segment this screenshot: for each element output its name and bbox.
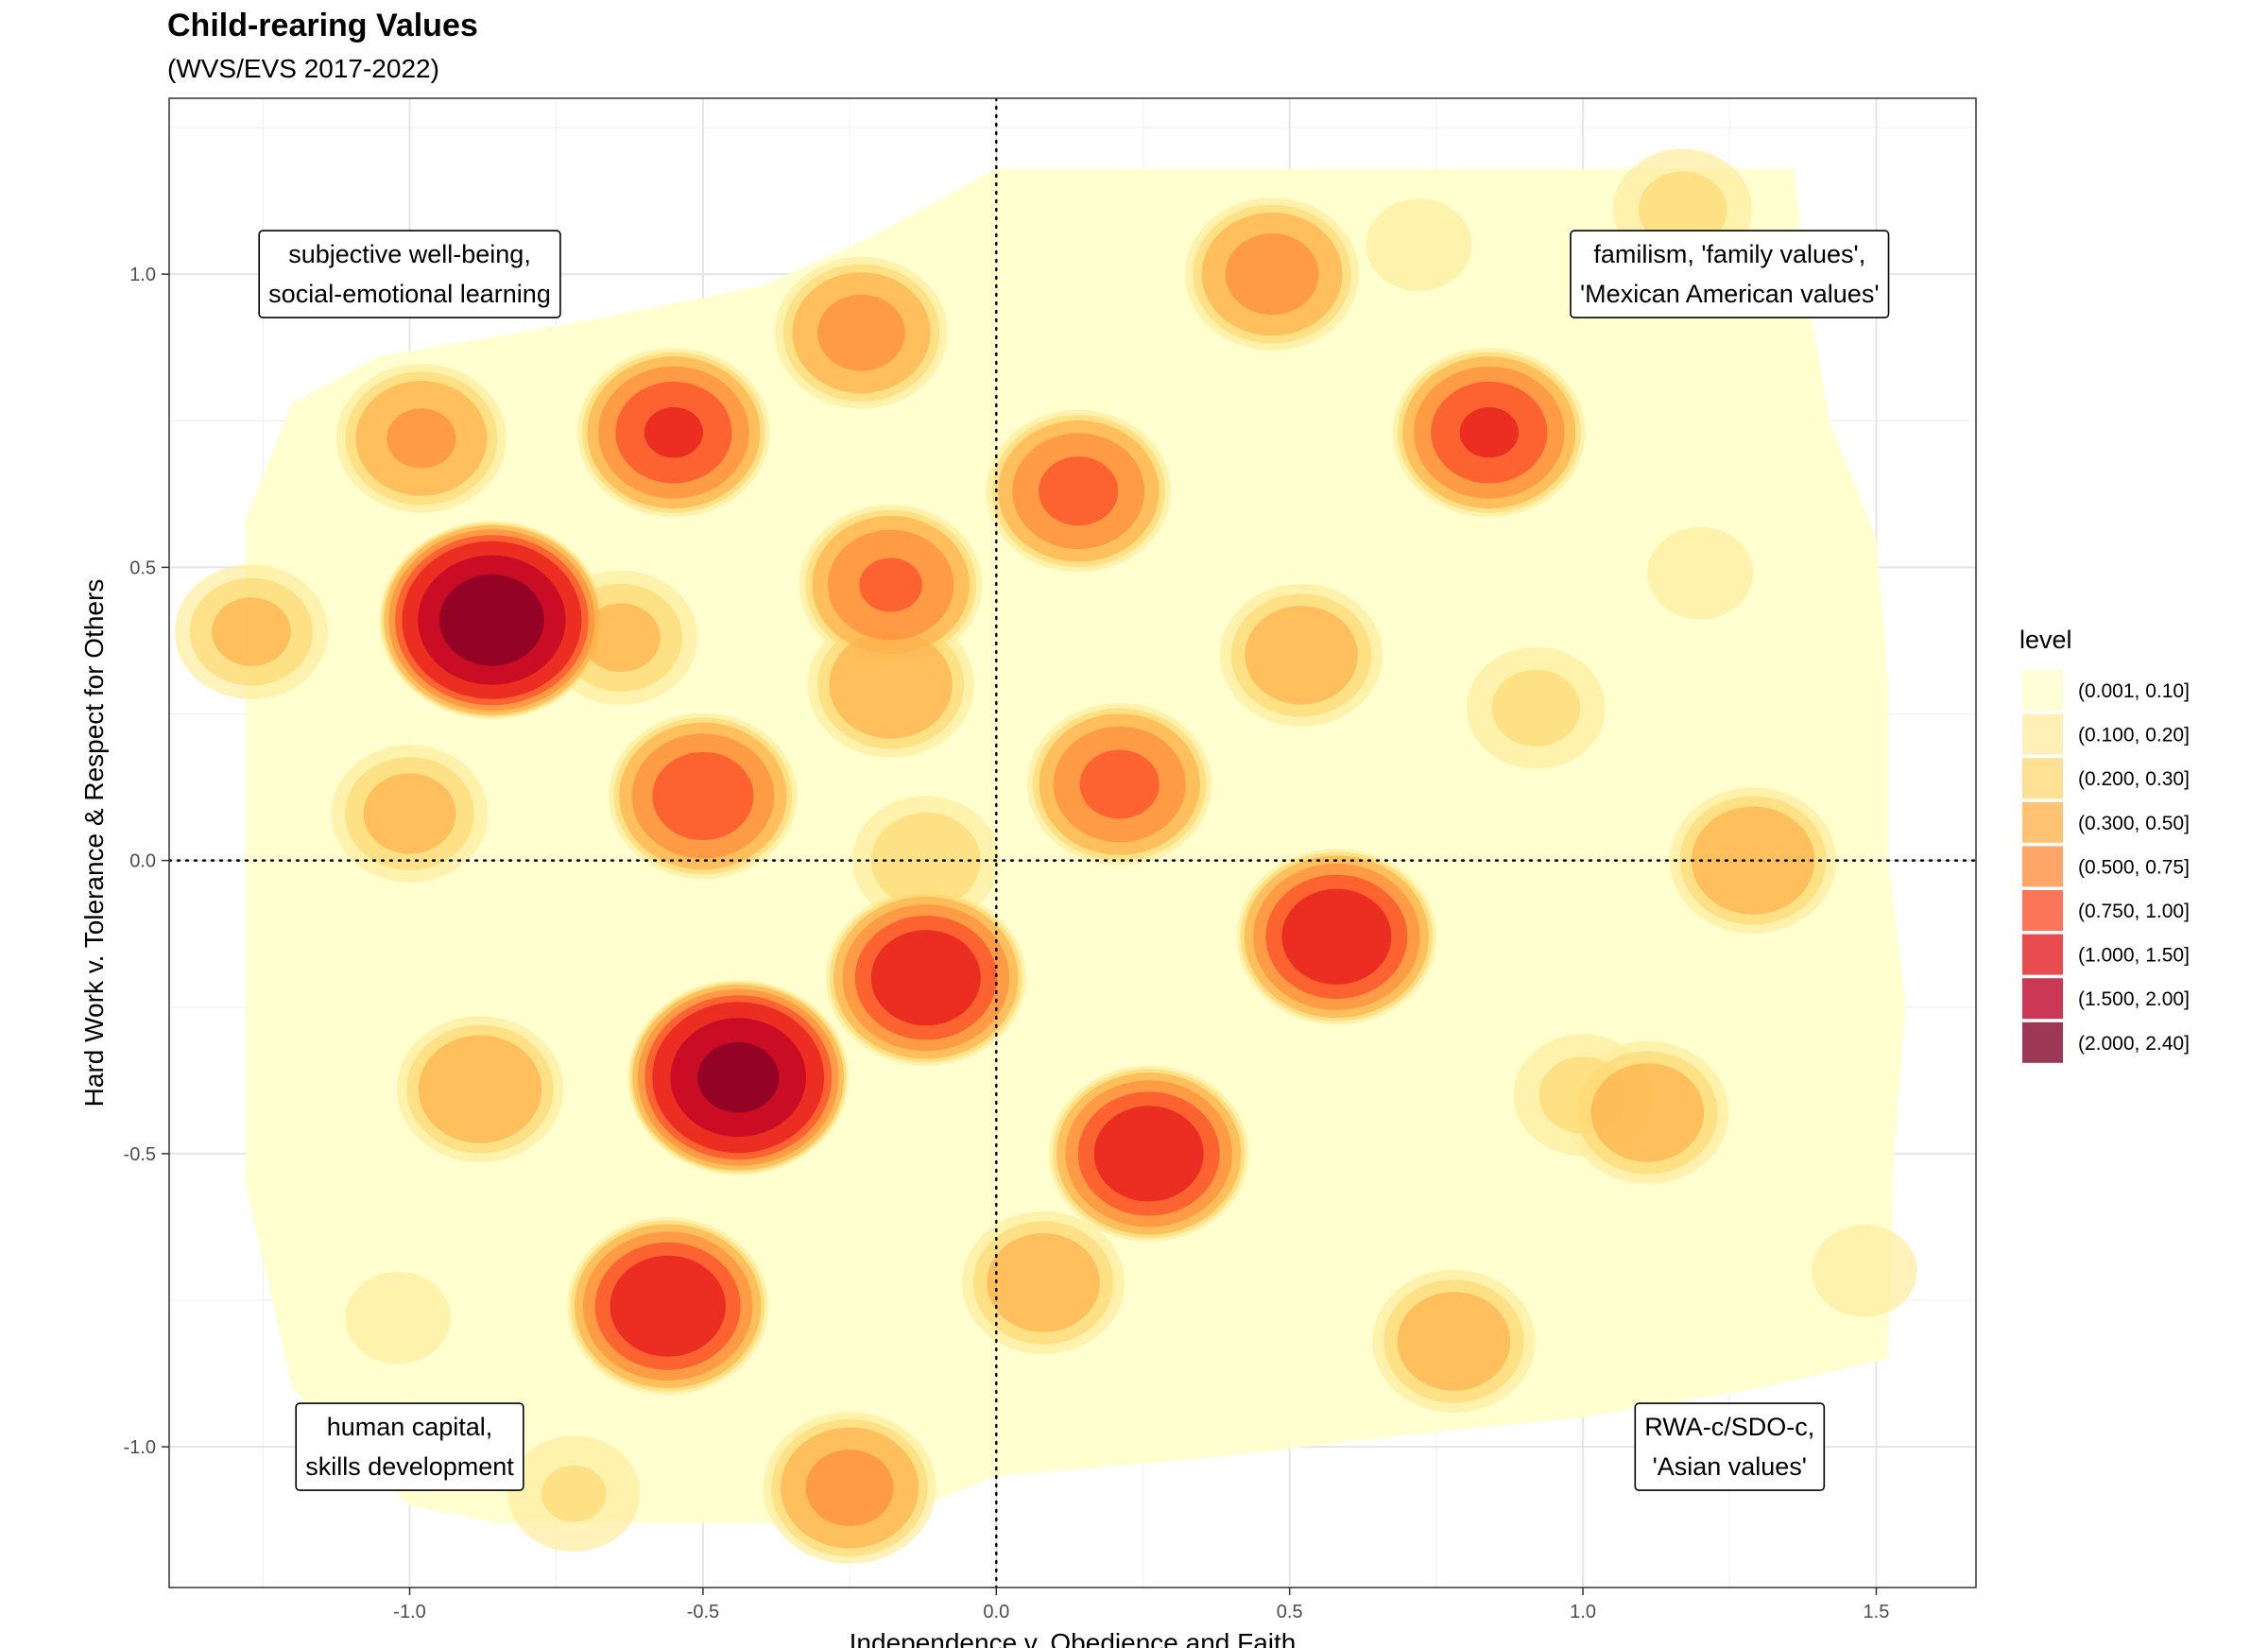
legend-swatch <box>2022 801 2063 843</box>
contour-band <box>1245 606 1358 705</box>
x-tick-label: 1.5 <box>1864 1602 1890 1622</box>
density-contours <box>174 148 1917 1564</box>
legend-swatch <box>2022 978 2063 1020</box>
contour-band <box>1590 1063 1705 1162</box>
x-tick-label: 0.5 <box>1277 1602 1303 1622</box>
contour-band <box>1397 1292 1511 1391</box>
legend-swatch <box>2022 890 2063 931</box>
contour-band <box>1093 1106 1204 1202</box>
legend-swatch <box>2022 1021 2063 1063</box>
contour-band <box>1491 669 1581 747</box>
y-axis: -1.0 -0.5 0.0 0.5 1.0 <box>124 265 169 1458</box>
contour-band <box>1079 749 1160 819</box>
x-tick-label: -1.0 <box>393 1602 425 1622</box>
chart-subtitle: (WVS/EVS 2017-2022) <box>167 54 439 83</box>
annotation-box <box>258 230 561 318</box>
annotation-text: 'Asian values' <box>1653 1452 1807 1481</box>
y-axis-title: Hard Work v. Tolerance & Respect for Oth… <box>79 579 109 1107</box>
annotation-text: familism, 'family values', <box>1593 240 1865 268</box>
annotation-box <box>295 1402 524 1491</box>
x-axis-title: Independence v. Obedience and Faith <box>850 1628 1297 1648</box>
annotation-text: social-emotional learning <box>268 280 551 308</box>
contour-band <box>1638 171 1727 249</box>
y-tick-label: -0.5 <box>124 1144 156 1165</box>
contour-band <box>805 1450 894 1526</box>
contour-band <box>439 574 544 666</box>
legend-swatch <box>2022 713 2063 755</box>
reference-lines <box>169 98 1976 1588</box>
contour-band <box>870 930 981 1026</box>
contour-band <box>644 407 704 458</box>
contour-band <box>697 1041 780 1113</box>
legend-swatch <box>2022 846 2063 887</box>
contour-band <box>1281 888 1392 985</box>
contour-band <box>1459 407 1519 458</box>
contour-band <box>418 1035 542 1143</box>
contour-band <box>1366 198 1472 291</box>
y-tick-label: -1.0 <box>124 1437 156 1458</box>
legend-label: (1.000, 1.50] <box>2078 945 2190 967</box>
legend-label: (0.100, 0.20] <box>2078 725 2190 747</box>
legend-title: level <box>2019 626 2072 654</box>
contour-band <box>212 597 291 666</box>
annotation-box <box>1570 230 1890 318</box>
x-tick-label: 1.0 <box>1570 1602 1596 1622</box>
annotation-label: RWA-c/SDO-c, 'Asian values' <box>1634 1402 1826 1491</box>
contour-band <box>1647 526 1754 620</box>
contour-band <box>541 1465 607 1522</box>
x-tick-label: -0.5 <box>687 1602 719 1622</box>
quadrant-annotations: subjective well-being, social-emotional l… <box>258 230 1890 1491</box>
legend-label: (0.001, 0.10] <box>2078 680 2190 702</box>
contour-band <box>387 408 456 469</box>
chart-title: Child-rearing Values <box>167 8 478 43</box>
legend: (0.001, 0.10] (0.100, 0.20] (0.200, 0.30] (… <box>2022 670 2190 1063</box>
annotation-text: 'Mexican American values' <box>1580 280 1879 308</box>
annotation-text: RWA-c/SDO-c, <box>1644 1413 1814 1441</box>
y-tick-label: 0.0 <box>129 851 156 872</box>
legend-label: (0.200, 0.30] <box>2078 768 2190 790</box>
annotation-text: subjective well-being, <box>288 240 531 268</box>
legend-label: (1.500, 2.00] <box>2078 988 2190 1010</box>
legend-label: (0.750, 1.00] <box>2078 901 2190 922</box>
contour-band <box>345 1271 451 1365</box>
contour-band <box>652 751 754 841</box>
legend-label: (0.300, 0.50] <box>2078 813 2190 834</box>
contour-band <box>610 1255 726 1357</box>
contour-band <box>363 773 456 854</box>
contour-band <box>1039 456 1119 526</box>
contour-band <box>829 630 953 739</box>
y-tick-label: 1.0 <box>129 265 156 285</box>
y-tick-label: 0.5 <box>129 558 156 578</box>
contour-band <box>859 558 922 612</box>
legend-swatch <box>2022 670 2063 711</box>
legend-label: (2.000, 2.40] <box>2078 1033 2190 1055</box>
plot-panel-border <box>168 97 1977 1588</box>
contour-band <box>581 603 661 673</box>
legend-label: (0.500, 0.75] <box>2078 856 2190 878</box>
contour-band <box>1812 1225 1917 1317</box>
contour-band <box>817 294 905 371</box>
annotation-text: skills development <box>305 1452 514 1481</box>
annotation-box <box>1634 1402 1826 1491</box>
legend-swatch <box>2022 758 2063 799</box>
annotation-text: human capital, <box>327 1413 493 1441</box>
contour-band <box>1225 233 1319 316</box>
annotation-label: subjective well-being, social-emotional l… <box>258 230 561 318</box>
x-tick-label: 0.0 <box>983 1602 1009 1622</box>
x-axis: -1.0 -0.5 0.0 0.5 1.0 1.5 <box>393 1588 1889 1622</box>
annotation-label: human capital, skills development <box>295 1402 524 1491</box>
contour-band <box>987 1233 1100 1332</box>
legend-swatch <box>2022 934 2063 975</box>
annotation-label: familism, 'family values', 'Mexican Ameri… <box>1570 230 1890 318</box>
